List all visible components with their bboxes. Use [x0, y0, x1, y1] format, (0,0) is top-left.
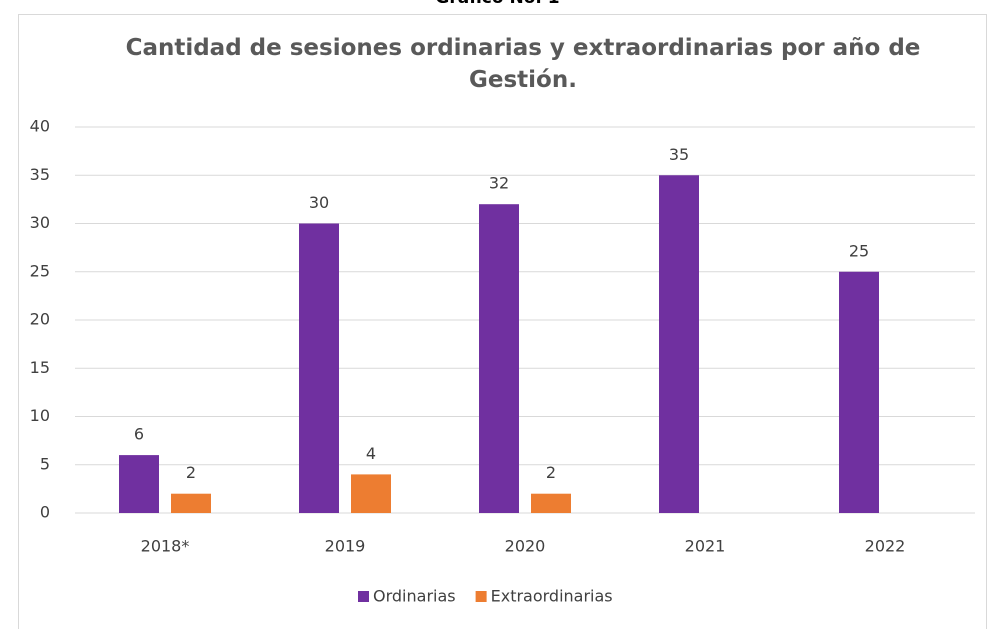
y-tick-label: 35: [30, 165, 50, 184]
legend-label: Ordinarias: [373, 587, 456, 606]
chart-title: Cantidad de sesiones ordinarias y extrao…: [125, 35, 921, 93]
y-tick-label: 20: [30, 310, 50, 329]
value-label: 35: [669, 145, 689, 164]
x-tick-label: 2018*: [141, 537, 190, 556]
bar: [299, 223, 339, 513]
legend-swatch: [358, 591, 369, 602]
bar: [531, 493, 571, 513]
bar: [659, 175, 699, 513]
y-tick-label: 15: [30, 358, 50, 377]
bar: [351, 474, 391, 513]
value-label: 30: [309, 193, 329, 212]
y-tick-label: 40: [30, 117, 50, 136]
legend-swatch: [475, 591, 487, 602]
legend-label: Extraordinarias: [491, 587, 613, 606]
bar: [839, 271, 879, 513]
bar: [119, 455, 159, 513]
x-tick-label: 2019: [325, 537, 366, 556]
chart-frame: [18, 14, 987, 629]
x-tick-label: 2022: [865, 537, 906, 556]
x-tick-label: 2021: [685, 537, 726, 556]
value-label: 6: [134, 425, 144, 444]
y-tick-label: 25: [30, 261, 50, 280]
value-label: 32: [489, 174, 509, 193]
value-label: 2: [186, 463, 196, 482]
x-tick-label: 2020: [505, 537, 546, 556]
y-tick-label: 30: [30, 213, 50, 232]
caption: Gráfico No. 1: [0, 0, 995, 8]
value-label: 2: [546, 463, 556, 482]
y-tick-label: 10: [30, 406, 50, 425]
y-tick-label: 0: [40, 503, 50, 522]
bar: [479, 204, 519, 513]
bar: [171, 493, 211, 513]
value-label: 25: [849, 241, 869, 260]
value-label: 4: [366, 444, 376, 463]
y-tick-label: 5: [40, 454, 50, 473]
